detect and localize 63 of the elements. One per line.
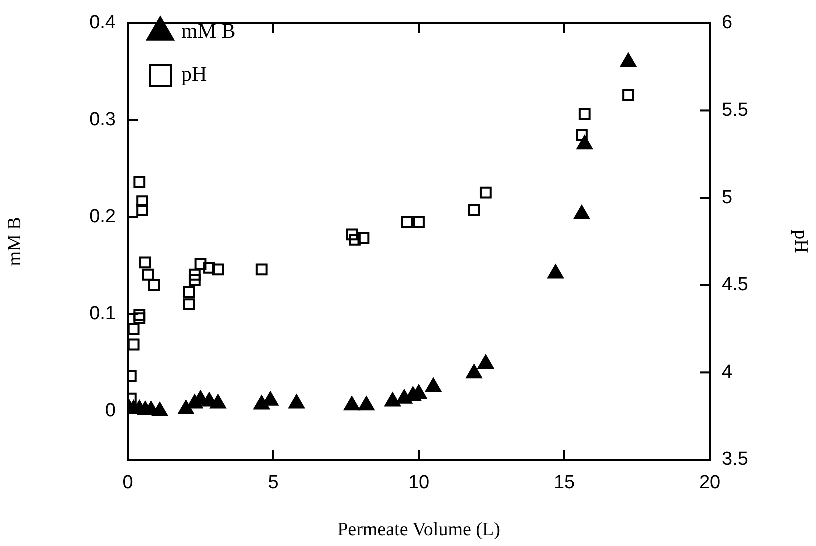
x-tick-label: 0 [122, 472, 134, 494]
y2-tick-label: 4.5 [722, 274, 748, 296]
point [183, 286, 196, 298]
point [576, 129, 588, 142]
point [134, 176, 146, 188]
point [183, 298, 196, 311]
y2-tick-label: 5 [722, 187, 733, 208]
legend-label: mM B [182, 19, 236, 44]
y2-tick-label: 6 [722, 12, 733, 34]
y-axis-title: mM B [4, 217, 26, 266]
point [574, 206, 590, 220]
point [401, 216, 414, 228]
x-tick-label: 15 [554, 472, 576, 494]
point [349, 234, 361, 246]
point [480, 186, 492, 199]
point [188, 274, 201, 286]
legend-label: pH [182, 62, 208, 86]
point [344, 396, 360, 411]
point [178, 400, 194, 415]
x-tick-label: 5 [268, 472, 279, 494]
point [466, 364, 482, 379]
y-tick-label: 0.1 [90, 304, 116, 325]
point [578, 108, 591, 120]
point [140, 256, 152, 269]
point [134, 309, 146, 321]
point [152, 402, 168, 416]
point [358, 232, 370, 244]
y-tick-label: 0.4 [90, 12, 116, 34]
y2-tick-label: 4 [722, 362, 733, 383]
y-tick-label: 0.3 [90, 110, 116, 131]
point [194, 258, 207, 270]
point [128, 323, 140, 335]
point [426, 378, 442, 392]
point [136, 204, 148, 216]
point [134, 312, 146, 324]
y2-tick-label: 3.5 [722, 449, 748, 470]
point [212, 264, 224, 276]
point [413, 216, 425, 228]
point [468, 204, 480, 216]
point [346, 228, 358, 241]
point [256, 264, 268, 276]
point [576, 136, 593, 150]
point [622, 89, 634, 101]
point [478, 354, 494, 369]
x-axis-title: Permeate Volume (L) [338, 520, 500, 541]
point [548, 264, 564, 279]
point [136, 196, 148, 208]
point [210, 394, 226, 409]
point [142, 268, 154, 281]
point [148, 279, 160, 292]
point [384, 392, 401, 407]
point [188, 268, 201, 281]
y-tick-label: 0.2 [90, 206, 116, 228]
y2-axis-title: pH [790, 230, 812, 254]
point [128, 338, 140, 351]
point [204, 262, 216, 274]
y-tick-label: 0 [105, 400, 116, 422]
x-tick-label: 20 [699, 472, 721, 494]
x-tick-label: 10 [408, 472, 430, 494]
point [358, 396, 375, 411]
point [620, 53, 636, 68]
y2-tick-label: 5.5 [722, 100, 748, 121]
point [288, 394, 305, 409]
